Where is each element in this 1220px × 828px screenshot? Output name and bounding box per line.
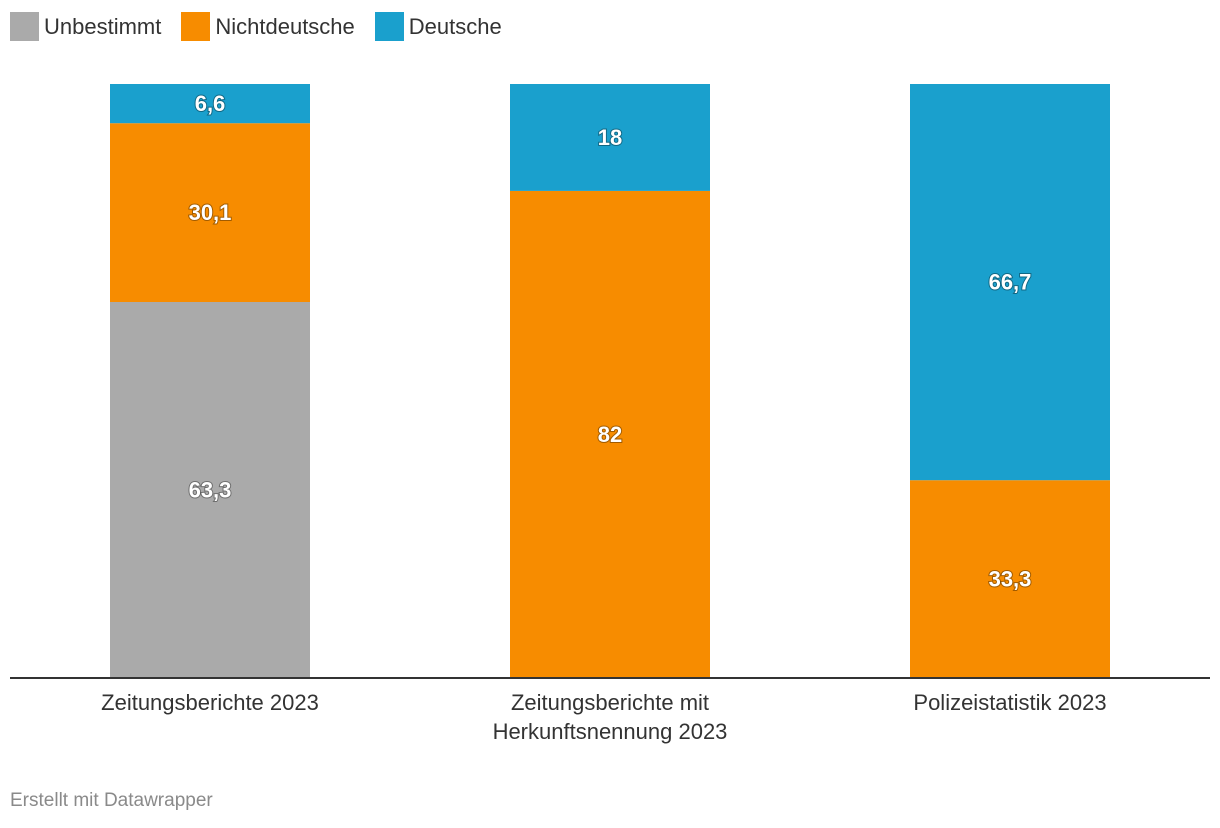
legend-swatch-nichtdeutsche xyxy=(181,12,211,41)
x-tick-label-0: Zeitungsberichte 2023 xyxy=(101,690,319,715)
data-label-nichtdeutsche-1: 82 xyxy=(598,422,622,447)
legend-label-unbestimmt: Unbestimmt xyxy=(44,13,162,39)
footer-credit: Erstellt mit Datawrapper xyxy=(10,790,213,811)
legend-label-deutsche: Deutsche xyxy=(408,13,502,39)
data-label-unbestimmt-0: 63,3 xyxy=(189,477,232,502)
legend-item-unbestimmt: Unbestimmt xyxy=(10,12,161,41)
data-label-deutsche-0: 6,6 xyxy=(195,91,226,116)
bar-segment-unbestimmt-0 xyxy=(110,301,310,678)
bar-segment-nichtdeutsche-0 xyxy=(110,123,310,302)
x-tick-label-1: Zeitungsberichte mit Herkunftsnennung 202… xyxy=(493,690,728,744)
data-label-deutsche-1: 18 xyxy=(598,125,622,150)
legend-label-nichtdeutsche: Nichtdeutsche xyxy=(215,13,355,39)
data-label-deutsche-2: 66,7 xyxy=(989,270,1032,295)
legend: Unbestimmt Nichtdeutsche Deutsche xyxy=(10,12,522,41)
bar-segment-deutsche-0 xyxy=(110,84,310,124)
legend-swatch-unbestimmt xyxy=(10,12,39,41)
bar-segment-nichtdeutsche-2 xyxy=(910,480,1110,678)
x-tick-label-2: Polizeistatistik 2023 xyxy=(913,690,1106,715)
data-label-nichtdeutsche-2: 33,3 xyxy=(989,567,1032,592)
bar-segment-nichtdeutsche-1 xyxy=(510,190,710,679)
data-label-nichtdeutsche-0: 30,1 xyxy=(189,200,232,225)
bar-segment-deutsche-1 xyxy=(510,84,710,191)
legend-item-deutsche: Deutsche xyxy=(374,12,502,41)
legend-swatch-deutsche xyxy=(374,12,404,41)
bar-segment-deutsche-2 xyxy=(910,84,1110,481)
legend-item-nichtdeutsche: Nichtdeutsche xyxy=(181,12,355,41)
